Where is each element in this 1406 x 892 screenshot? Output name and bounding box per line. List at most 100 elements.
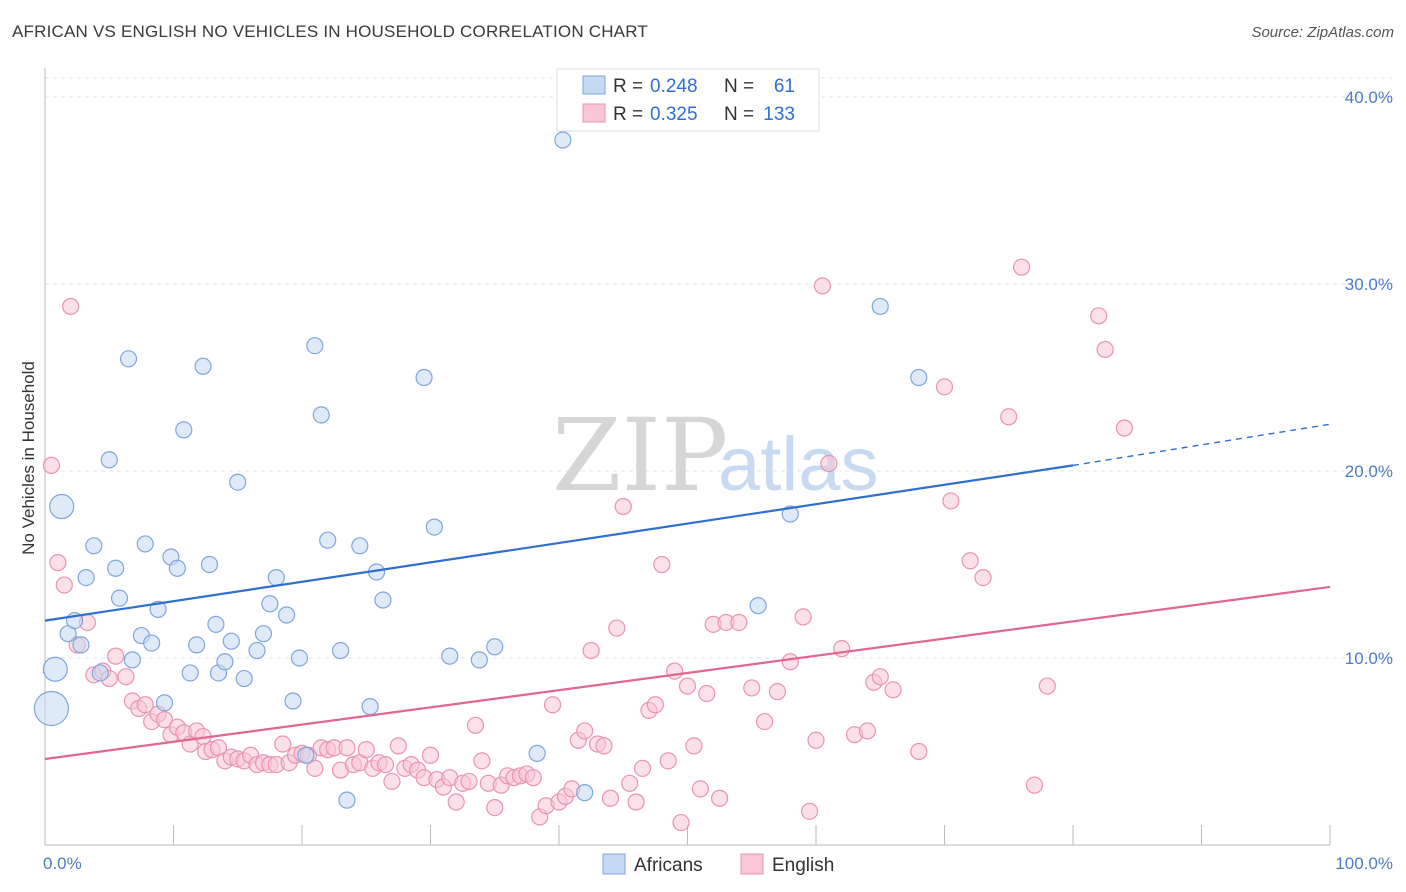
africans-point bbox=[194, 357, 212, 375]
english-point bbox=[730, 613, 748, 632]
africans-point bbox=[229, 473, 247, 491]
legend-n-value-africans: 61 bbox=[774, 76, 795, 97]
africans-point bbox=[216, 653, 234, 671]
africans-point bbox=[110, 589, 129, 607]
english-point bbox=[376, 755, 395, 774]
africans-trend-line bbox=[44, 464, 1074, 622]
x-tick-label: 0.0% bbox=[43, 854, 82, 873]
english-point bbox=[357, 741, 375, 759]
english-point bbox=[42, 456, 61, 474]
english-point bbox=[698, 684, 716, 703]
english-point bbox=[942, 492, 960, 510]
africans-point bbox=[290, 649, 309, 667]
africans-point bbox=[319, 531, 337, 549]
english-point bbox=[813, 277, 832, 295]
africans-point bbox=[576, 784, 594, 802]
africans-point bbox=[441, 647, 459, 665]
africans-point bbox=[871, 297, 889, 316]
africans-point bbox=[248, 641, 266, 660]
bottom-legend-english: English bbox=[772, 855, 834, 876]
english-point bbox=[447, 793, 465, 811]
english-point bbox=[685, 737, 703, 755]
bottom-legend-swatch-africans bbox=[602, 853, 626, 875]
y-axis-label: No Vehicles in Household bbox=[19, 361, 38, 555]
english-point bbox=[383, 772, 401, 791]
english-point bbox=[55, 576, 73, 594]
english-point bbox=[768, 683, 787, 701]
africans-point bbox=[207, 615, 225, 633]
english-point bbox=[274, 735, 292, 753]
english-point bbox=[691, 780, 709, 798]
africans-point bbox=[181, 664, 199, 682]
africans-points bbox=[33, 131, 928, 809]
africans-point bbox=[415, 368, 433, 387]
english-point bbox=[621, 774, 639, 792]
english-point bbox=[800, 802, 819, 820]
africans-point bbox=[155, 694, 174, 712]
y-tick-label: 40.0% bbox=[1345, 88, 1393, 107]
y-tick-label: 20.0% bbox=[1345, 462, 1393, 481]
english-point bbox=[1038, 677, 1056, 695]
legend-n-label-africans: N = bbox=[724, 76, 754, 97]
english-point bbox=[1012, 258, 1031, 276]
english-point bbox=[601, 789, 620, 807]
africans-point bbox=[143, 634, 161, 652]
legend-swatch-africans bbox=[582, 75, 606, 95]
africans-point bbox=[312, 406, 330, 424]
english-point bbox=[833, 640, 851, 658]
english-point bbox=[871, 668, 889, 686]
source-credit: Source: ZipAtlas.com bbox=[1251, 24, 1394, 41]
english-point bbox=[595, 737, 613, 755]
english-point bbox=[608, 619, 626, 637]
english-point bbox=[820, 454, 838, 473]
africans-point bbox=[91, 664, 109, 682]
english-point bbox=[107, 647, 125, 665]
english-point bbox=[646, 696, 664, 714]
bottom-legend-africans: Africans bbox=[634, 855, 703, 876]
africans-point bbox=[284, 692, 302, 710]
africans-point bbox=[85, 537, 103, 555]
english-point bbox=[576, 722, 594, 740]
english-point bbox=[466, 716, 485, 734]
gridlines bbox=[45, 77, 1392, 659]
english-point bbox=[1000, 408, 1018, 426]
english-point bbox=[743, 679, 761, 697]
english-point bbox=[961, 552, 979, 570]
english-point bbox=[1096, 340, 1114, 359]
english-point bbox=[155, 711, 174, 729]
english-point bbox=[543, 696, 562, 714]
africans-point bbox=[123, 651, 141, 669]
legend-r-value-english: 0.325 bbox=[650, 104, 698, 125]
english-point bbox=[884, 681, 902, 699]
english-point bbox=[338, 739, 356, 757]
trend-lines bbox=[44, 423, 1331, 761]
legend-r-label-africans: R = bbox=[613, 76, 643, 97]
bottom-legend-swatch-english bbox=[740, 853, 764, 875]
english-point bbox=[62, 297, 80, 316]
africans-point bbox=[136, 535, 154, 553]
english-point bbox=[486, 798, 504, 817]
english-point bbox=[711, 789, 729, 807]
africans-point bbox=[297, 746, 315, 764]
africans-point bbox=[200, 555, 219, 574]
english-point bbox=[389, 737, 407, 755]
english-point bbox=[910, 742, 928, 761]
legend-r-value-africans: 0.248 bbox=[650, 76, 698, 97]
english-point bbox=[633, 759, 652, 777]
x-tick-label: 100.0% bbox=[1335, 854, 1393, 873]
africans-point bbox=[374, 591, 392, 609]
english-point bbox=[1090, 307, 1108, 325]
english-point bbox=[974, 568, 992, 587]
africans-trend-extension bbox=[1072, 423, 1331, 467]
africans-point bbox=[331, 641, 350, 660]
y-tick-label: 30.0% bbox=[1345, 275, 1393, 294]
y-tick-labels: 10.0% 20.0% 30.0% 40.0% bbox=[1345, 88, 1393, 668]
english-point bbox=[306, 759, 324, 777]
africans-point bbox=[188, 636, 206, 654]
legend-r-label-english: R = bbox=[613, 104, 643, 125]
english-point bbox=[136, 696, 154, 714]
africans-point bbox=[277, 606, 296, 624]
africans-point bbox=[107, 559, 125, 577]
africans-point bbox=[470, 651, 488, 669]
